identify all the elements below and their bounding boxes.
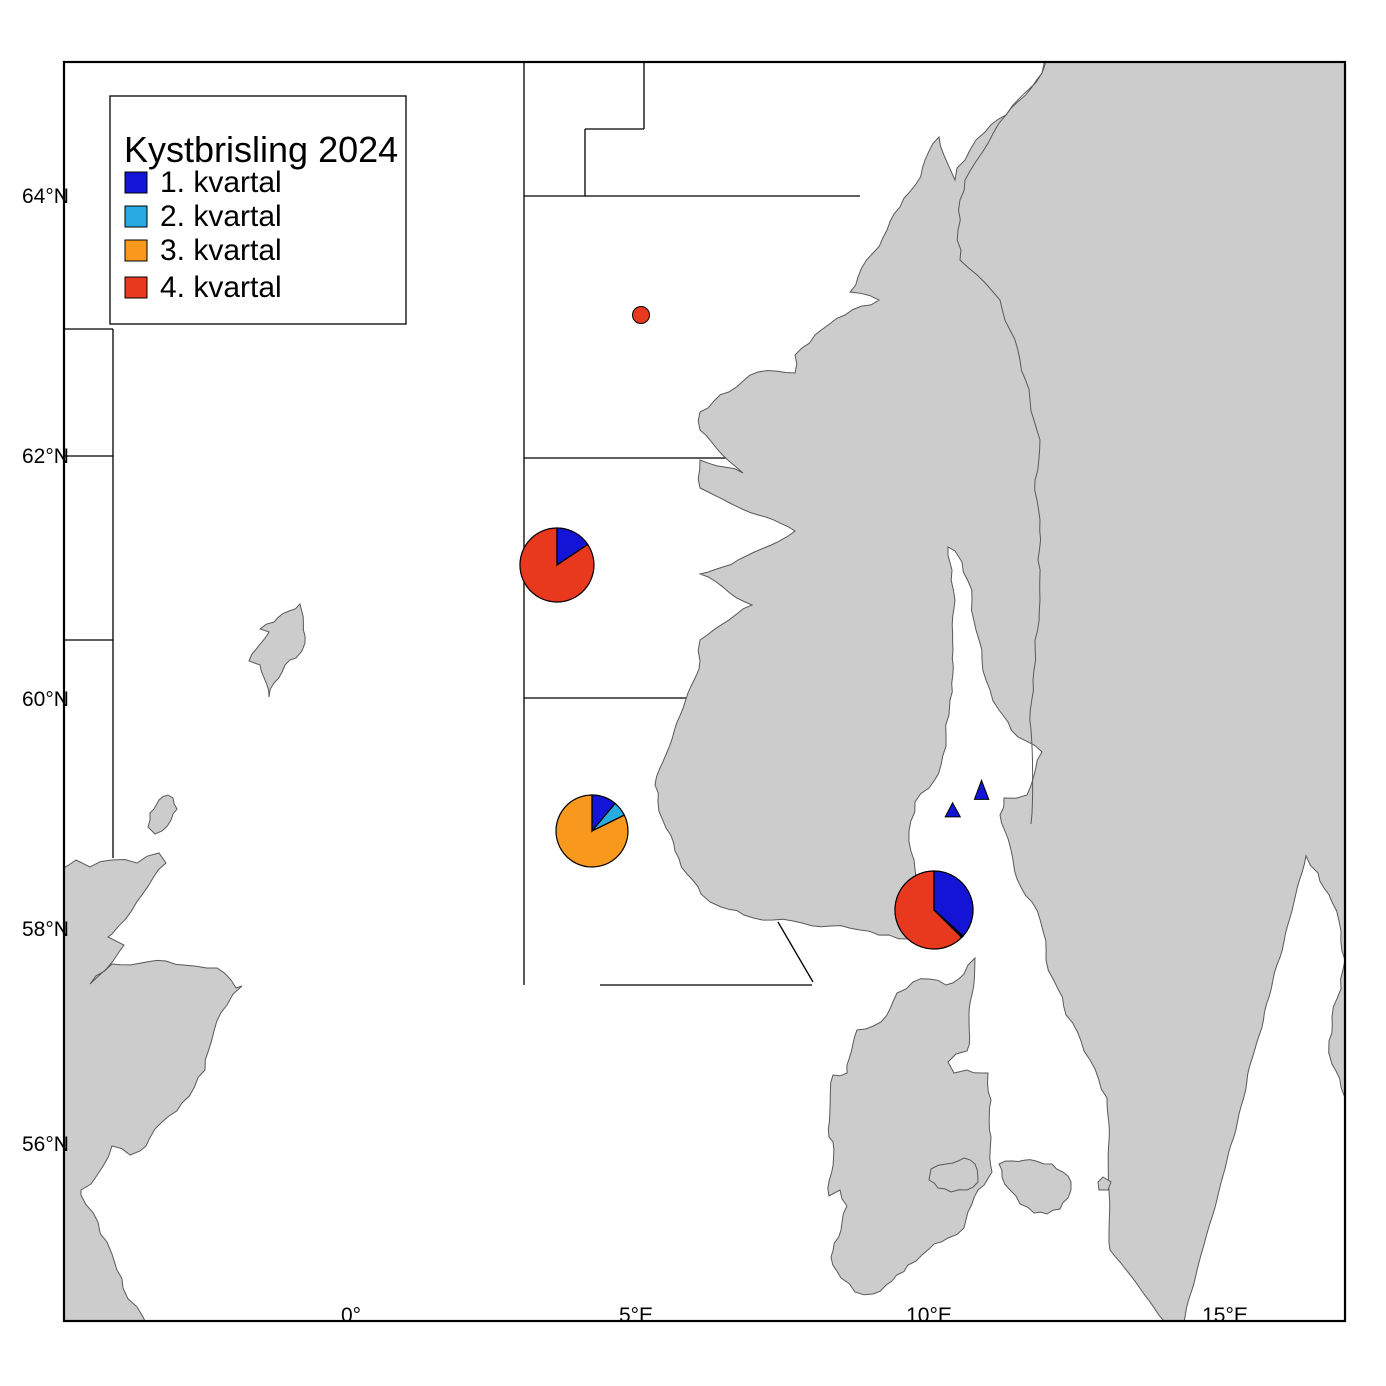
svg-text:64°N: 64°N [22, 185, 69, 208]
svg-text:10°E: 10°E [906, 1304, 952, 1327]
svg-text:0°: 0° [341, 1304, 361, 1327]
svg-text:60°N: 60°N [22, 688, 69, 711]
svg-text:2. kvartal: 2. kvartal [160, 200, 282, 233]
svg-text:56°N: 56°N [22, 1133, 69, 1156]
svg-text:1. kvartal: 1. kvartal [160, 166, 282, 199]
svg-text:58°N: 58°N [22, 918, 69, 941]
svg-text:4. kvartal: 4. kvartal [160, 271, 282, 304]
svg-text:Kystbrisling 2024: Kystbrisling 2024 [124, 129, 398, 170]
svg-text:62°N: 62°N [22, 445, 69, 468]
svg-text:3. kvartal: 3. kvartal [160, 234, 282, 267]
svg-text:5°E: 5°E [619, 1304, 653, 1327]
svg-text:15°E: 15°E [1202, 1304, 1248, 1327]
